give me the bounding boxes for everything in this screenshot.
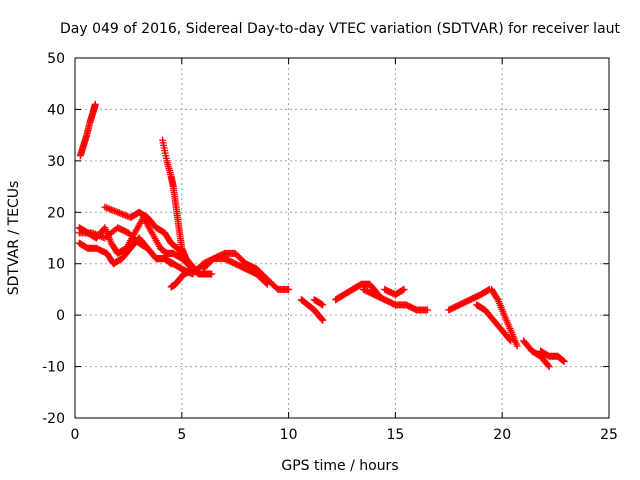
data-point: [400, 285, 408, 293]
x-axis-ticks: 0 5 10 15 20 25: [71, 58, 618, 443]
y-tick-label: 0: [56, 308, 65, 324]
data-point: [91, 100, 99, 108]
data-point: [262, 279, 270, 287]
x-tick-label: 15: [386, 427, 404, 443]
plot-frame: [74, 57, 610, 419]
data-point: [285, 285, 293, 293]
data-points: [75, 100, 568, 371]
y-tick-label: -10: [42, 360, 65, 376]
data-point: [493, 294, 501, 302]
y-axis-label: SDTVAR / TECUs: [6, 181, 22, 296]
data-point: [544, 361, 552, 369]
x-tick-label: 5: [177, 427, 186, 443]
x-tick-label: 0: [71, 427, 80, 443]
y-axis-ticks: -20 -10 0 10 20 30 40 50: [42, 51, 609, 427]
y-tick-label: 30: [47, 154, 65, 170]
x-tick-label: 10: [280, 427, 298, 443]
y-tick-label: 20: [47, 205, 65, 221]
data-point: [167, 260, 175, 268]
grid-lines: [75, 58, 609, 418]
chart-title: Day 049 of 2016, Sidereal Day-to-day VTE…: [60, 21, 621, 37]
y-tick-label: 10: [47, 257, 65, 273]
y-tick-label: -20: [42, 411, 65, 427]
data-point: [263, 280, 271, 288]
data-point: [545, 363, 553, 371]
data-point: [208, 270, 216, 278]
x-axis-label: GPS time / hours: [281, 458, 398, 474]
y-tick-label: 40: [47, 102, 65, 118]
x-tick-label: 25: [600, 427, 618, 443]
data-point: [513, 342, 521, 350]
data-point: [319, 301, 327, 309]
data-point: [560, 357, 568, 365]
data-point: [319, 316, 327, 324]
data-point: [423, 306, 431, 314]
y-tick-label: 50: [47, 51, 65, 67]
x-tick-label: 20: [493, 427, 511, 443]
